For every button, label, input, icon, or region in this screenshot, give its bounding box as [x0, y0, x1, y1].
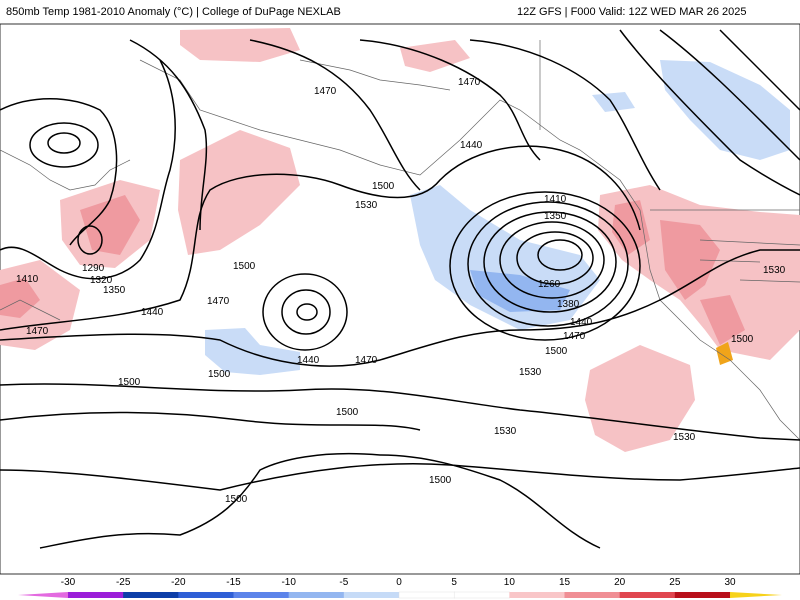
contour-label: 1350: [103, 285, 126, 296]
contour-label: 1500: [118, 377, 141, 388]
contour-label: 1470: [563, 331, 586, 342]
colorbar-segment: [288, 592, 345, 598]
contour-label: 1350: [544, 211, 567, 222]
colorbar-segment: [398, 591, 455, 599]
contour-labels: 1470 1470 1440 1500 1530 1410 1350 1290 …: [16, 77, 786, 505]
colorbar-segment: [343, 592, 400, 598]
contour-label: 1470: [26, 326, 49, 337]
contour-label: 1380: [557, 299, 580, 310]
contour-label: 1440: [141, 307, 164, 318]
contour-label: 1440: [297, 355, 320, 366]
contour-label: 1500: [429, 475, 452, 486]
contour-label: 1410: [16, 274, 39, 285]
contour-label: 1470: [207, 296, 230, 307]
contour-label: 1470: [355, 355, 378, 366]
contour-label: 1260: [538, 279, 561, 290]
contour-label: 1440: [460, 140, 483, 151]
colorbar-tick-label: 15: [559, 577, 571, 588]
moderate-cold-anomaly-shading: [470, 270, 570, 312]
colorbar-segment: [68, 592, 124, 598]
colorbar-segment: [453, 591, 511, 599]
contour-label: 1320: [90, 275, 113, 286]
colorbar: -30 -25 -20 -15 -10 -5 0 5 10 15 20 25 30: [18, 577, 782, 599]
contour-label: 1530: [494, 426, 517, 437]
contour-label: 1530: [763, 265, 786, 276]
contour-label: 1500: [545, 346, 568, 357]
colorbar-segment: [123, 592, 179, 598]
contour-label: 1470: [314, 86, 337, 97]
contour-label: 1500: [225, 494, 248, 505]
colorbar-tick-label: -15: [226, 577, 241, 588]
colorbar-tick-label: -5: [339, 577, 348, 588]
height-contours: [0, 29, 800, 549]
colorbar-tick-label: -20: [171, 577, 186, 588]
contour-label: 1500: [731, 334, 754, 345]
colorbar-segment: [233, 592, 290, 598]
contour-label: 1500: [208, 369, 231, 380]
contour-label: 1470: [458, 77, 481, 88]
contour-label: 1530: [519, 367, 542, 378]
colorbar-segment: [674, 592, 731, 598]
colorbar-segment: [178, 592, 234, 598]
colorbar-tick-label: 20: [614, 577, 626, 588]
colorbar-tick-label: -25: [116, 577, 131, 588]
map-title: 850mb Temp 1981-2010 Anomaly (°C) | Coll…: [6, 6, 341, 18]
strong-warm-anomaly-shading: [0, 195, 745, 345]
colorbar-segment: [509, 592, 565, 598]
colorbar-high-tip: [730, 592, 782, 598]
contour-label: 1410: [544, 194, 567, 205]
colorbar-segment: [619, 592, 676, 598]
contour-label: 1440: [570, 317, 593, 328]
colorbar-tick-label: 30: [724, 577, 736, 588]
contour-label: 1500: [336, 407, 359, 418]
colorbar-tick-label: -30: [61, 577, 76, 588]
colorbar-tick-label: 0: [396, 577, 402, 588]
colorbar-low-tip: [18, 592, 68, 598]
contour-label: 1500: [372, 181, 395, 192]
colorbar-tick-label: 5: [451, 577, 457, 588]
contour-label: 1290: [82, 263, 105, 274]
colorbar-segment: [564, 592, 621, 598]
colorbar-tick-label: 10: [504, 577, 516, 588]
colorbar-tick-label: -10: [281, 577, 296, 588]
colorbar-tick-label: 25: [669, 577, 681, 588]
model-run-label: 12Z GFS | F000 Valid: 12Z WED MAR 26 202…: [517, 6, 746, 18]
map-frame: [0, 23, 800, 575]
contour-label: 1530: [673, 432, 696, 443]
contour-label: 1500: [233, 261, 256, 272]
contour-label: 1530: [355, 200, 378, 211]
